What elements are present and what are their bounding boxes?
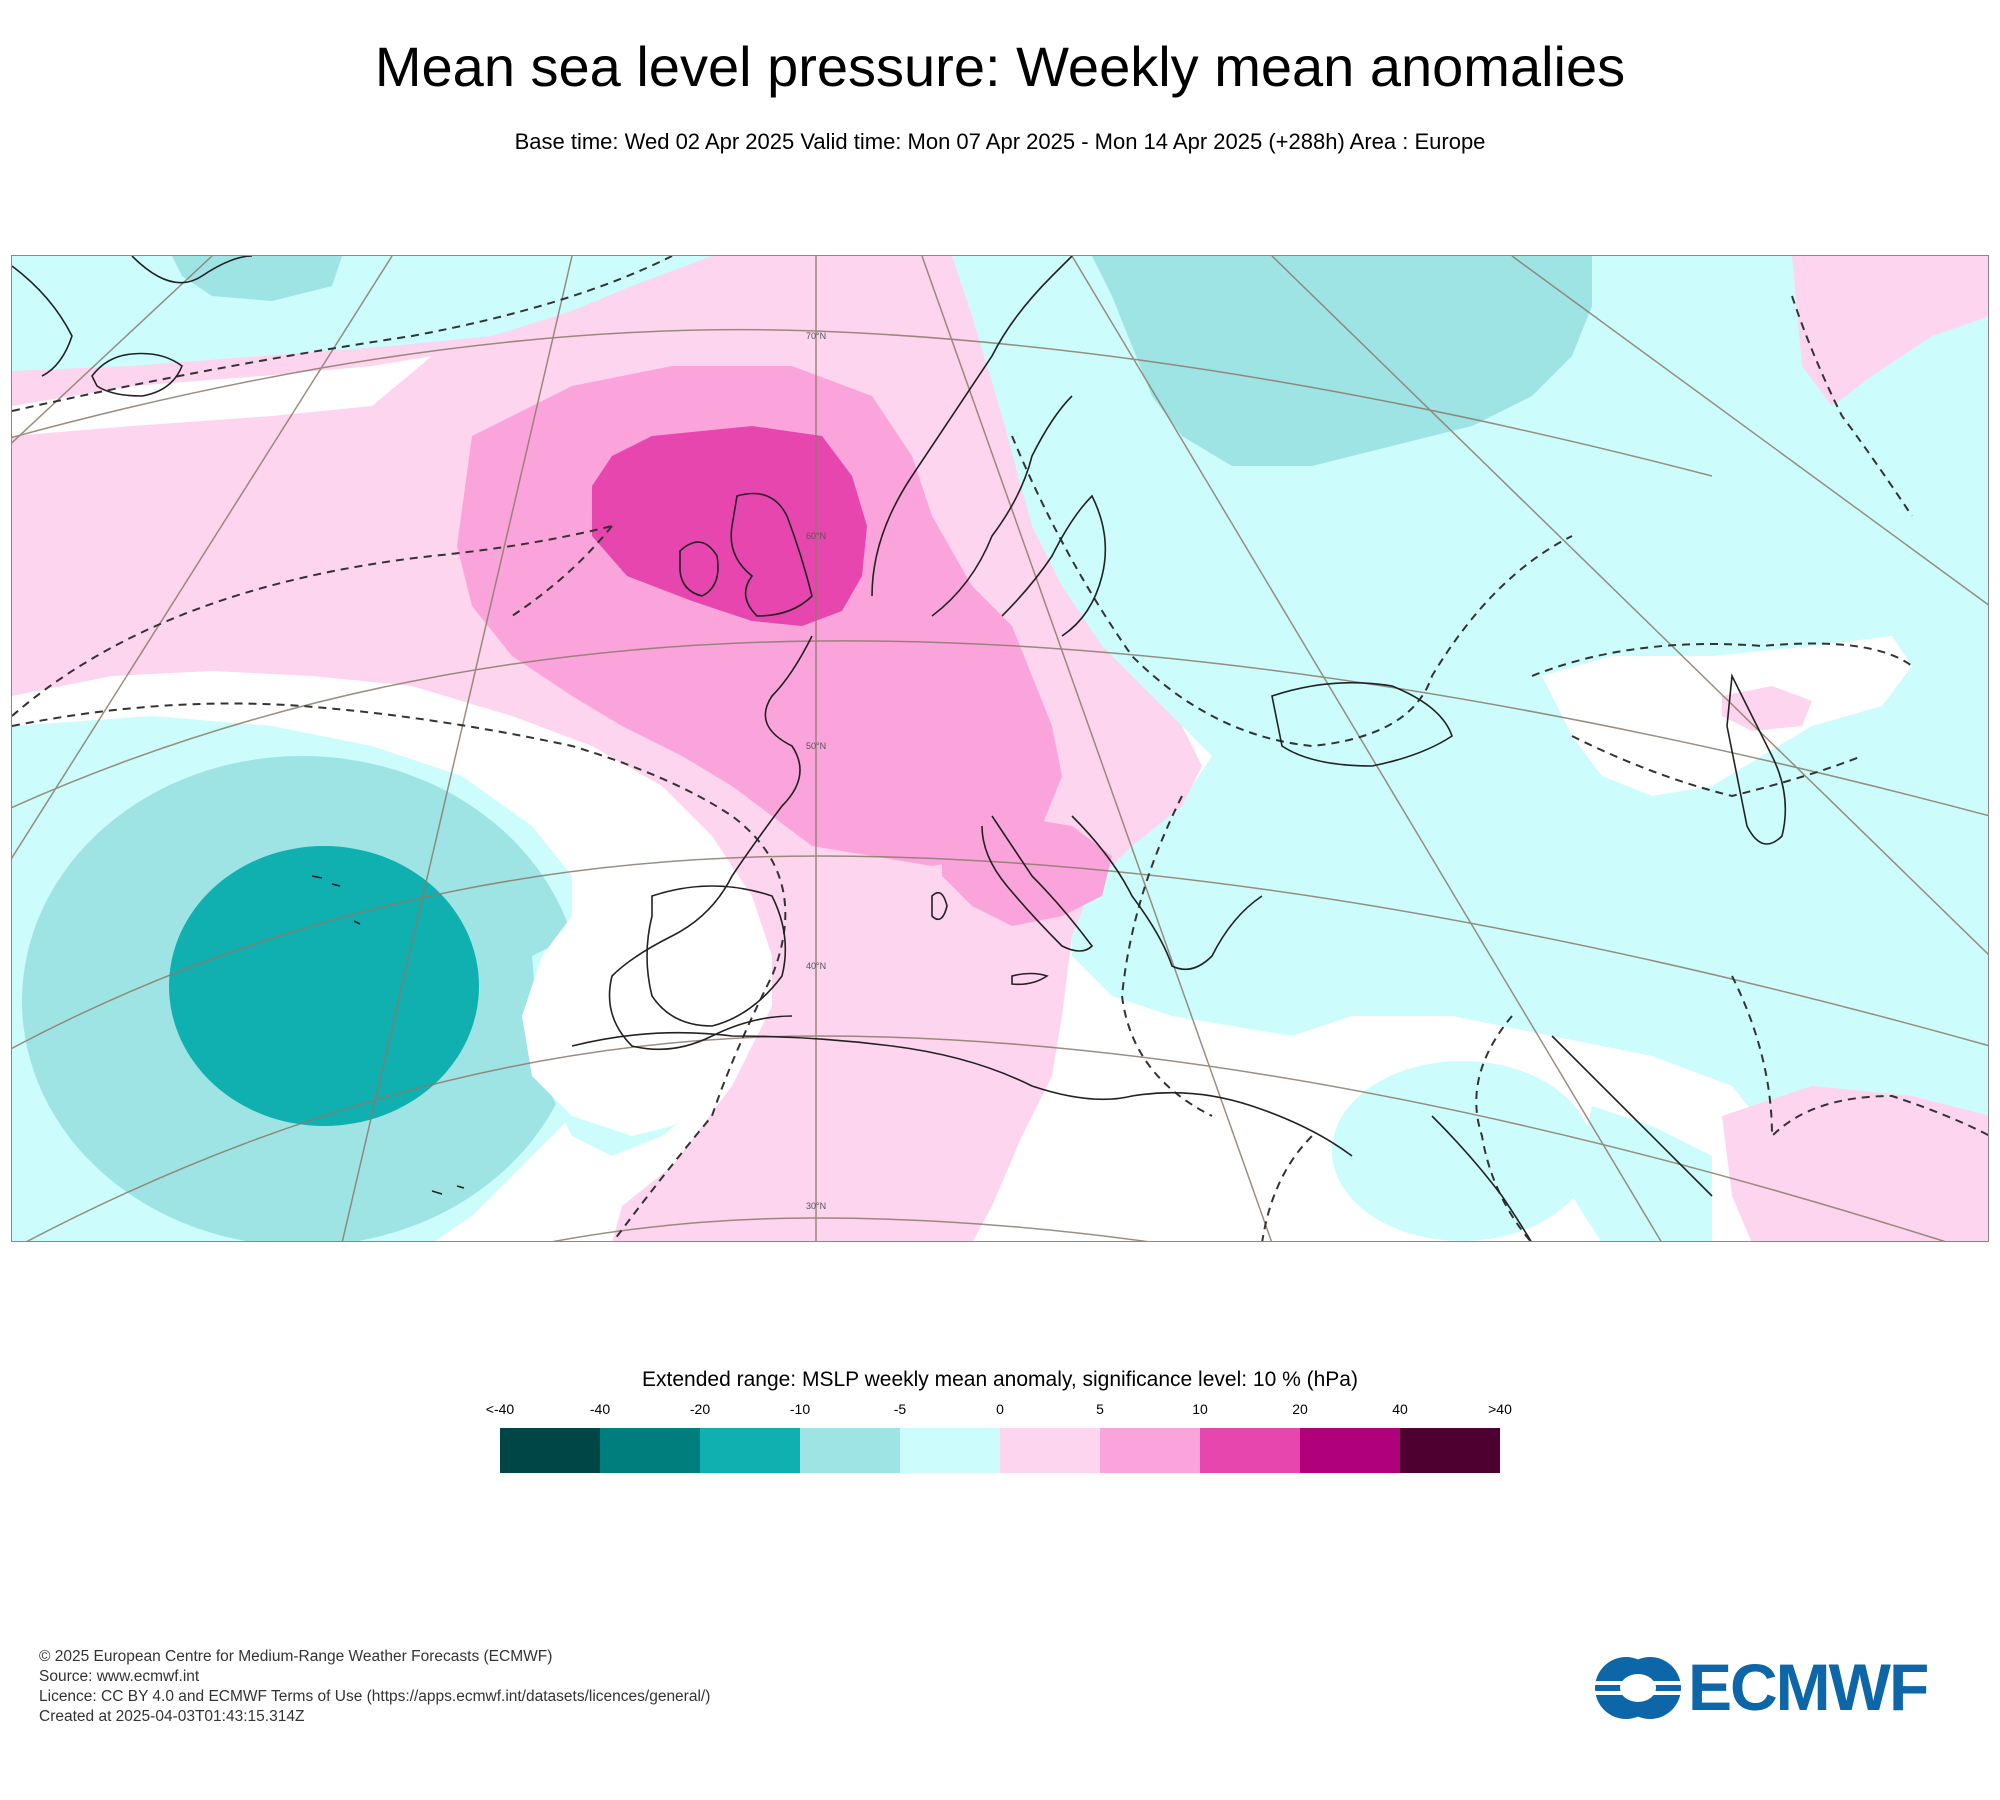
legend-swatch xyxy=(500,1428,600,1473)
anomaly-map-canvas: 70°N 60°N 50°N 40°N 30°N xyxy=(12,256,1988,1241)
footer-licence: Licence: CC BY 4.0 and ECMWF Terms of Us… xyxy=(39,1688,711,1705)
ecmwf-logo: ECMWF xyxy=(1588,1651,1963,1723)
legend-swatch xyxy=(1300,1428,1400,1473)
legend-tick-label: >40 xyxy=(1488,1401,1512,1417)
lat-label-70: 70°N xyxy=(806,331,826,341)
legend-color-bar xyxy=(500,1428,1500,1473)
legend-tick-label: -5 xyxy=(893,1401,907,1417)
legend-tick-label: 0 xyxy=(996,1401,1004,1417)
legend-swatch xyxy=(1200,1428,1300,1473)
graticule xyxy=(12,256,1988,1241)
latitude-labels: 70°N 60°N 50°N 40°N 30°N xyxy=(806,331,826,1211)
legend-swatch xyxy=(600,1428,700,1473)
significance-contours xyxy=(12,256,1988,1241)
footer-source: Source: www.ecmwf.int xyxy=(39,1668,200,1685)
legend-swatch xyxy=(1100,1428,1200,1473)
anomaly-map: 70°N 60°N 50°N 40°N 30°N xyxy=(11,255,1989,1242)
legend-tick-label: 40 xyxy=(1392,1401,1408,1417)
legend-swatch xyxy=(1400,1428,1500,1473)
footer-copyright: © 2025 European Centre for Medium-Range … xyxy=(39,1648,553,1665)
legend-title: Extended range: MSLP weekly mean anomaly… xyxy=(642,1368,1358,1391)
legend-tick-label: 20 xyxy=(1292,1401,1308,1417)
legend-swatch xyxy=(900,1428,1000,1473)
legend-tick-label: -10 xyxy=(789,1401,811,1417)
legend-tick-label: <-40 xyxy=(485,1401,515,1417)
legend-tick-label: 5 xyxy=(1096,1401,1104,1417)
legend-swatch xyxy=(1000,1428,1100,1473)
legend-swatch xyxy=(800,1428,900,1473)
legend-tick-label: -40 xyxy=(589,1401,611,1417)
lat-label-30: 30°N xyxy=(806,1201,826,1211)
footer-created: Created at 2025-04-03T01:43:15.314Z xyxy=(39,1708,305,1725)
page-title: Mean sea level pressure: Weekly mean ano… xyxy=(374,35,1626,98)
lat-label-50: 50°N xyxy=(806,741,826,751)
positive-anomaly-regions xyxy=(12,256,1988,1241)
coastlines xyxy=(12,256,1787,1241)
lat-label-60: 60°N xyxy=(806,531,826,541)
negative-anomaly-regions xyxy=(12,256,1988,1241)
footer: © 2025 European Centre for Medium-Range … xyxy=(39,1647,710,1727)
ecmwf-logo-mark-icon xyxy=(1590,1657,1686,1719)
ecmwf-logo-text: ECMWF xyxy=(1688,1650,1929,1724)
lat-label-40: 40°N xyxy=(806,961,826,971)
page-subtitle: Base time: Wed 02 Apr 2025 Valid time: M… xyxy=(514,129,1486,154)
legend-swatch xyxy=(700,1428,800,1473)
legend-tick-label: -20 xyxy=(689,1401,711,1417)
neutral-band xyxy=(12,651,792,1136)
legend-ticks: <-40 -40 -20 -10 -5 0 5 10 20 40 >40 xyxy=(486,1401,1512,1421)
legend-tick-label: 10 xyxy=(1192,1401,1208,1417)
